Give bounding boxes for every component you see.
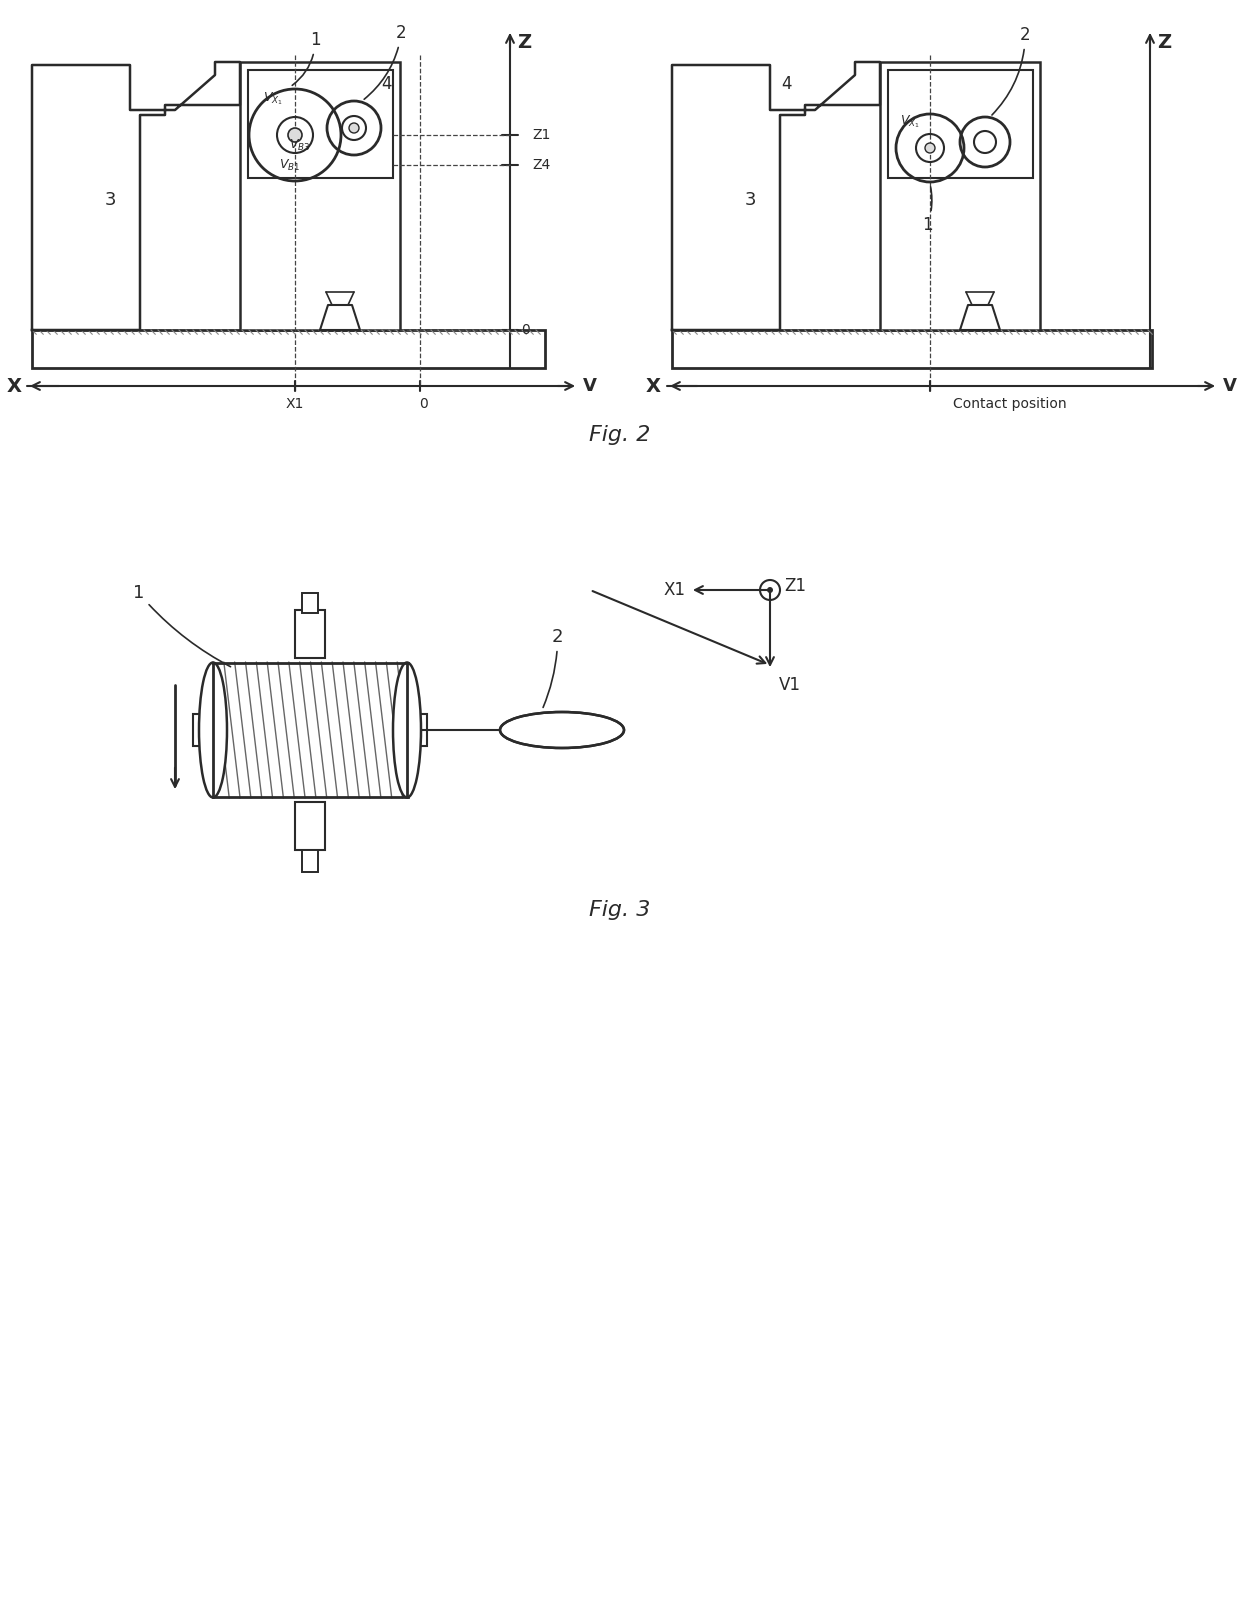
Polygon shape (672, 63, 880, 330)
Bar (295, 801, 325, 850)
Ellipse shape (393, 663, 422, 798)
Text: X: X (646, 377, 661, 396)
Polygon shape (960, 306, 999, 330)
Bar (880, 63, 1040, 330)
Bar (241, 63, 401, 330)
Polygon shape (32, 63, 241, 330)
Text: V1: V1 (779, 676, 801, 693)
Text: 0: 0 (521, 323, 529, 336)
Text: Z: Z (1157, 32, 1171, 51)
Circle shape (925, 143, 935, 153)
Text: 1: 1 (133, 584, 231, 666)
Text: Z: Z (517, 32, 531, 51)
Text: $V_{X_1}$: $V_{X_1}$ (900, 114, 920, 130)
Text: Fig. 2: Fig. 2 (589, 425, 651, 446)
Polygon shape (320, 306, 360, 330)
Text: X: X (6, 377, 21, 396)
Text: 0: 0 (419, 397, 428, 410)
Ellipse shape (500, 713, 624, 748)
Text: 3: 3 (104, 191, 115, 209)
Text: $V_{B1}$: $V_{B1}$ (279, 158, 300, 172)
Text: 4: 4 (381, 76, 392, 93)
Text: 2: 2 (992, 26, 1030, 114)
Text: X1: X1 (663, 581, 686, 599)
Bar (193, 714, 213, 747)
Circle shape (768, 587, 773, 594)
Text: V: V (1223, 377, 1238, 394)
Text: Fig. 3: Fig. 3 (589, 899, 651, 920)
Text: 1: 1 (293, 31, 321, 85)
Text: $V_{B3}$: $V_{B3}$ (289, 137, 311, 153)
Bar (672, 330, 1152, 368)
Bar (888, 71, 1033, 179)
Text: 3: 3 (744, 191, 755, 209)
Text: V: V (583, 377, 596, 394)
Bar (248, 71, 393, 179)
Bar (32, 330, 546, 368)
Text: 2: 2 (543, 628, 563, 708)
Text: $V_{X_1}$: $V_{X_1}$ (263, 90, 283, 108)
Text: Z1: Z1 (532, 129, 551, 142)
Bar (407, 714, 427, 747)
Text: 4: 4 (781, 76, 791, 93)
Circle shape (348, 122, 360, 134)
Bar (303, 594, 317, 613)
Text: 2: 2 (365, 24, 407, 100)
Bar (303, 850, 317, 872)
Bar (295, 610, 325, 658)
Text: Z1: Z1 (784, 578, 806, 595)
Text: Contact position: Contact position (954, 397, 1066, 410)
Circle shape (288, 129, 303, 142)
Text: Z4: Z4 (532, 158, 551, 172)
Text: 1: 1 (923, 187, 932, 233)
Text: X1: X1 (285, 397, 304, 410)
Ellipse shape (198, 663, 227, 798)
